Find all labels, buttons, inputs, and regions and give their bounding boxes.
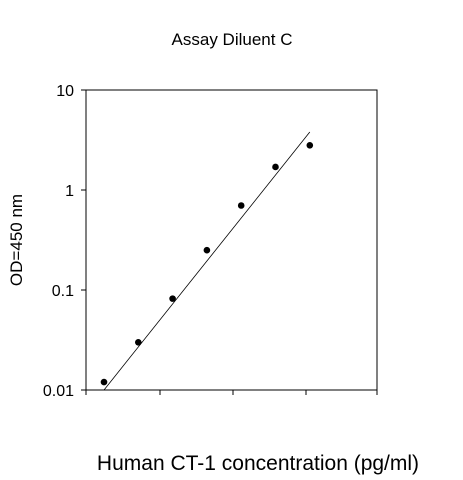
fit-line — [103, 131, 311, 391]
y-tick-label: 10 — [56, 83, 74, 100]
data-point — [203, 246, 211, 254]
x-axis-label: Human CT-1 concentration (pg/ml) — [97, 452, 419, 475]
y-axis-ticks: 0.01 0.1 1 10 — [43, 83, 86, 400]
data-point — [135, 338, 142, 346]
y-tick-label: 0.01 — [43, 383, 74, 400]
y-tick-label: 1 — [65, 183, 74, 200]
data-point — [169, 295, 176, 302]
data-point — [237, 202, 245, 209]
y-tick-label: 0.1 — [52, 283, 74, 300]
y-axis-label: OD=450 nm — [7, 194, 26, 286]
data-point — [272, 163, 279, 171]
x-axis-ticks — [85, 390, 378, 395]
fit-line-group — [103, 131, 311, 391]
data-point — [306, 141, 314, 149]
data-points — [100, 141, 314, 386]
data-point — [100, 378, 108, 386]
plot-frame — [85, 89, 378, 391]
chart-title: Assay Diluent C — [172, 30, 293, 49]
